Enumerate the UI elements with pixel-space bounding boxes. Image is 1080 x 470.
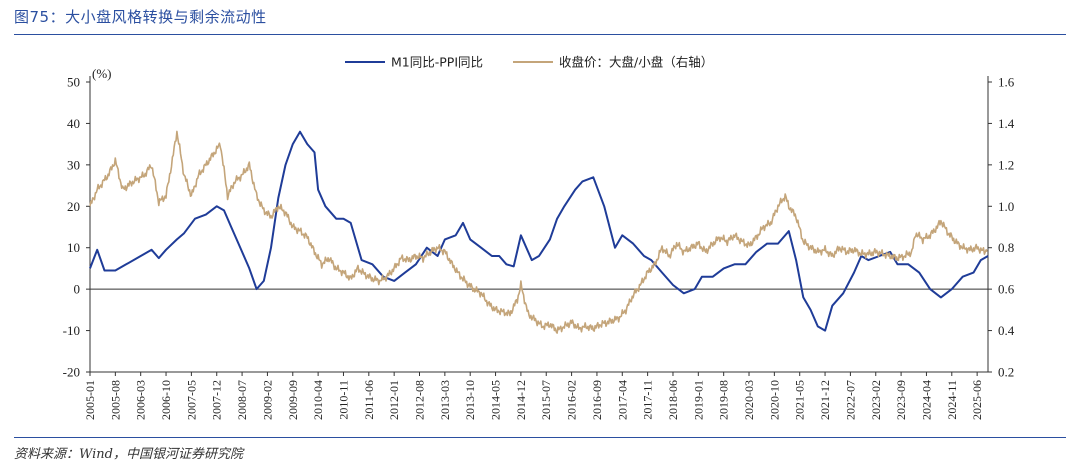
y-right-tick-label: 0.8 <box>998 240 1014 255</box>
y-unit-label: (%) <box>92 66 112 81</box>
series-layer <box>89 130 989 334</box>
x-tick-label: 2021-12 <box>818 380 832 420</box>
x-tick-label: 2014-05 <box>489 380 503 420</box>
x-tick-label: 2006-03 <box>134 380 148 420</box>
x-tick-label: 2014-12 <box>514 380 528 420</box>
title-rule <box>14 34 1066 35</box>
source-rule <box>14 437 1066 438</box>
x-tick-label: 2012-01 <box>387 380 401 420</box>
y-left-tick-label: -10 <box>63 323 80 338</box>
plot-frame <box>89 76 989 373</box>
x-tick-label: 2012-08 <box>413 380 427 420</box>
x-tick-label: 2016-02 <box>565 380 579 420</box>
x-tick-label: 2024-11 <box>945 380 959 420</box>
x-tick-label: 2009-02 <box>260 380 274 420</box>
y-left-tick-label: 50 <box>67 75 80 90</box>
y-right-tick-label: 0.2 <box>998 365 1014 380</box>
y-right-tick-label: 1.6 <box>998 75 1015 90</box>
y-left-tick-label: -20 <box>63 365 80 380</box>
y-right-tick-label: 0.4 <box>998 323 1015 338</box>
x-tick-label: 2017-11 <box>641 380 655 420</box>
x-axis: 2005-01 2005-08 2006-03 2006-10 2007-05 2007-… <box>83 372 984 420</box>
x-tick-label: 2020-03 <box>742 380 756 420</box>
legend-cap-ratio-label: 收盘价：大盘/小盘（右轴） <box>559 55 713 70</box>
x-tick-label: 2007-05 <box>184 380 198 420</box>
legend-m1-ppi-label: M1同比-PPI同比 <box>391 55 483 70</box>
x-tick-label: 2005-01 <box>83 380 97 420</box>
y-axis-left: -20 -10 0 10 20 30 40 50 <box>63 75 90 380</box>
x-tick-label: 2015-07 <box>539 380 553 420</box>
y-right-tick-label: 1.4 <box>998 116 1015 131</box>
x-tick-label: 2008-07 <box>235 380 249 420</box>
x-tick-label: 2023-02 <box>869 380 883 420</box>
x-tick-label: 2021-05 <box>793 380 807 420</box>
y-left-tick-label: 40 <box>67 116 80 131</box>
x-tick-label: 2022-07 <box>843 380 857 420</box>
series-line-cap-ratio <box>89 130 988 334</box>
x-tick-label: 2010-04 <box>311 380 325 420</box>
y-right-tick-label: 0.6 <box>998 282 1015 297</box>
x-tick-label: 2007-12 <box>210 380 224 420</box>
x-tick-label: 2013-03 <box>438 380 452 420</box>
x-tick-label: 2010-11 <box>336 380 350 420</box>
y-left-tick-label: 0 <box>74 282 81 297</box>
x-tick-label: 2006-10 <box>159 380 173 420</box>
figure-title: 图75：大小盘风格转换与剩余流动性 <box>14 8 267 26</box>
x-tick-label: 2023-09 <box>894 380 908 420</box>
y-left-tick-label: 10 <box>67 240 80 255</box>
y-axis-right: 0.2 0.4 0.6 0.8 1.0 1.2 1.4 1.6 <box>988 75 1015 380</box>
x-tick-label: 2018-06 <box>666 380 680 420</box>
y-right-tick-label: 1.2 <box>998 157 1014 172</box>
x-tick-label: 2019-01 <box>691 380 705 420</box>
y-left-tick-label: 30 <box>67 157 80 172</box>
y-right-tick-label: 1.0 <box>998 199 1014 214</box>
x-tick-label: 2013-10 <box>463 380 477 420</box>
x-tick-label: 2017-04 <box>615 380 629 420</box>
x-tick-label: 2011-06 <box>362 380 376 420</box>
x-tick-label: 2009-09 <box>286 380 300 420</box>
x-tick-label: 2019-08 <box>717 380 731 420</box>
x-tick-label: 2016-09 <box>590 380 604 420</box>
x-tick-label: 2025-06 <box>970 380 984 420</box>
series-line-m1-ppi <box>89 130 989 332</box>
x-tick-label: 2020-10 <box>767 380 781 420</box>
y-left-tick-label: 20 <box>67 199 80 214</box>
x-tick-label: 2024-04 <box>919 380 933 420</box>
legend: M1同比-PPI同比 收盘价：大盘/小盘（右轴） <box>345 55 713 70</box>
x-tick-label: 2005-08 <box>108 380 122 420</box>
source-note: 资料来源：Wind，中国银河证券研究院 <box>14 447 243 462</box>
